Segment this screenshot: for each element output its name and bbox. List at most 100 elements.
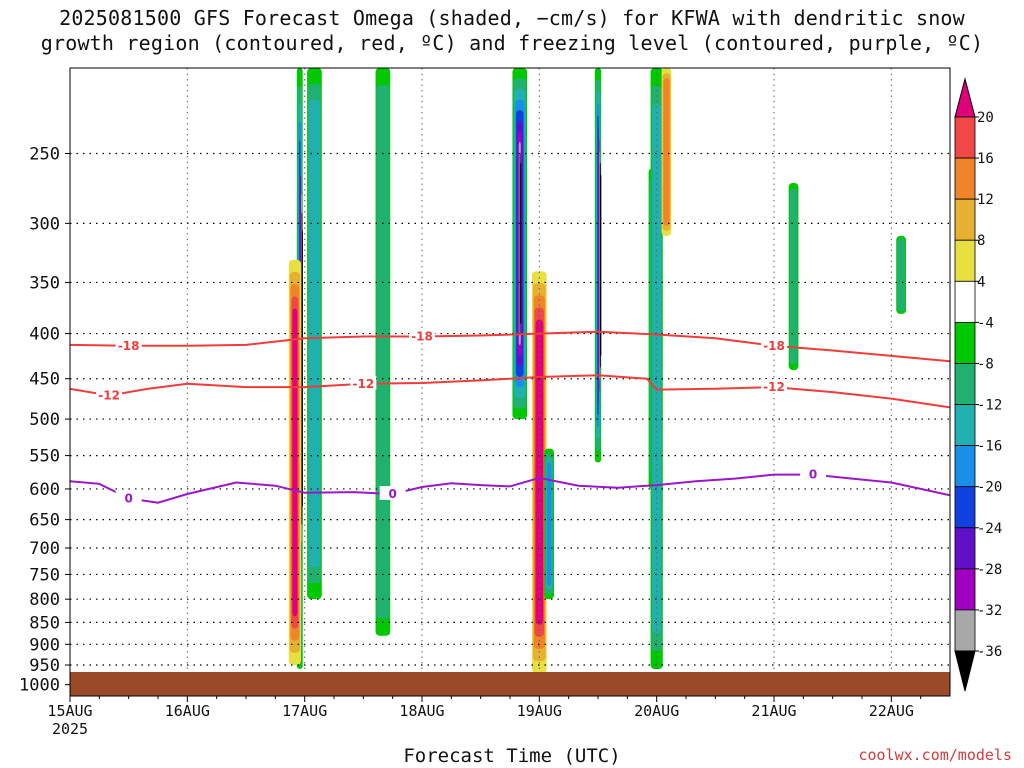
contour-label-bg [379,486,406,501]
omega-shading [288,68,906,674]
chart-title-line-1: 2025081500 GFS Forecast Omega (shaded, −… [59,6,965,30]
chart-title-line-2: growth region (contoured, red, ºC) and f… [40,31,984,55]
y-tick-label: 750 [29,565,60,585]
omega-shade-cell [546,462,552,586]
colorbar-segment [954,198,976,241]
omega-shade-cell [663,78,670,226]
contour-label-bg [115,490,142,505]
contour-line [70,330,950,363]
y-tick-label: 400 [29,325,60,345]
omega-shade-cell [302,230,303,507]
colorbar-segment [954,363,976,405]
omega-shade-cell [652,104,661,633]
colorbar-label: 8 [977,233,985,249]
y-tick-label: 600 [29,480,60,500]
colorbar-segment [954,568,976,611]
colorbar-segment [954,486,976,529]
x-tick-label: 20AUG [634,702,679,720]
colorbar-segment [954,280,976,323]
contour-label-bg [409,328,435,343]
omega-shade-cell [599,150,601,380]
colorbar-label: -28 [977,562,1002,578]
contour-label-bg [761,379,787,394]
y-tick-label: 800 [29,590,60,610]
omega-shade-cell [520,162,522,325]
y-tick-label: 500 [29,410,60,430]
x-axis-label: Forecast Time (UTC) [403,745,621,767]
y-tick-label: 900 [29,635,60,655]
x-tick-label: 16AUG [165,702,210,720]
colorbar-segment [954,527,976,570]
y-tick-label: 650 [29,511,60,531]
x-tick-label: 2025 [52,720,88,738]
x-tick-label: 22AUG [869,702,914,720]
credit-link[interactable]: coolwx.com/models [858,746,1012,764]
plot-area: -18 -18 -18 -12 -12 -12 0 0 0 [70,68,950,696]
colorbar-segment [954,445,976,488]
omega-shade-cell [308,99,320,568]
colorbar-segment [954,239,976,282]
contour-label: -18 [763,339,785,353]
colorbar-label: -12 [977,398,1002,414]
omega-shade-cell [376,85,390,619]
y-tick-label: 350 [29,273,60,293]
colorbar-label: 4 [977,274,985,290]
y-tick-label: 850 [29,613,60,633]
y-tick-label: 250 [29,144,60,164]
y-tick-label: 550 [29,447,60,467]
contour-label-bg [761,337,787,352]
omega-shade-cell [598,139,600,392]
contour-label: -12 [352,377,374,391]
colorbar-label: -16 [977,439,1002,455]
colorbar-label: -24 [977,521,1002,537]
y-tick-label: 300 [29,214,60,234]
contour-label: -12 [98,388,120,402]
y-tick-label: 450 [29,370,60,390]
contour-label: 0 [124,491,132,505]
colorbar-label: 16 [977,151,994,167]
contour-label: 0 [809,468,817,482]
y-axis-ticks: 2503003504004505005506006507007508008509… [19,144,70,696]
omega-shade-cell [598,127,599,404]
omega-shade-cell [535,319,544,625]
colorbar-segment [954,116,976,159]
omega-shade-cell [599,162,601,368]
colorbar-segment [954,609,976,652]
x-tick-label: 18AUG [399,702,444,720]
colorbar-segment [954,157,976,200]
x-tick-label: 19AUG [517,702,562,720]
x-tick-label: 17AUG [282,702,327,720]
contour-label-bg [96,387,123,402]
colorbar-segment [954,321,976,364]
omega-shade-cell [292,308,298,617]
colorbar-label: -4 [977,315,994,331]
colorbar-bottom-arrow [954,650,976,692]
contour-label: -12 [763,380,785,394]
contours: -18 -18 -18 -12 -12 -12 0 0 0 [70,328,950,505]
omega-shade-cell [519,152,521,335]
x-tick-label: 21AUG [751,702,796,720]
colorbar-segment [954,404,976,447]
colorbar-label: -32 [977,603,1002,619]
contour-label: -18 [118,339,140,353]
terrain-ground [70,672,950,696]
colorbar-label: 12 [977,192,994,208]
y-tick-label: 700 [29,539,60,559]
omega-shade-cell [897,238,906,312]
contour-label: 0 [388,487,396,501]
y-tick-label: 1000 [19,676,60,696]
y-tick-label: 950 [29,656,60,676]
colorbar-label: -20 [977,480,1002,496]
contour-label-bg [350,375,377,390]
colorbar-label: 20 [977,110,994,126]
colorbar-label: -36 [977,644,1002,660]
contour-label-bg [800,466,827,481]
omega-shade-cell [789,188,798,365]
x-tick-label: 15AUG [47,702,92,720]
contour-label-bg [115,337,142,352]
omega-shade-cell [600,174,602,356]
contour-label: -18 [411,329,433,343]
colorbar-label: -8 [977,356,994,372]
